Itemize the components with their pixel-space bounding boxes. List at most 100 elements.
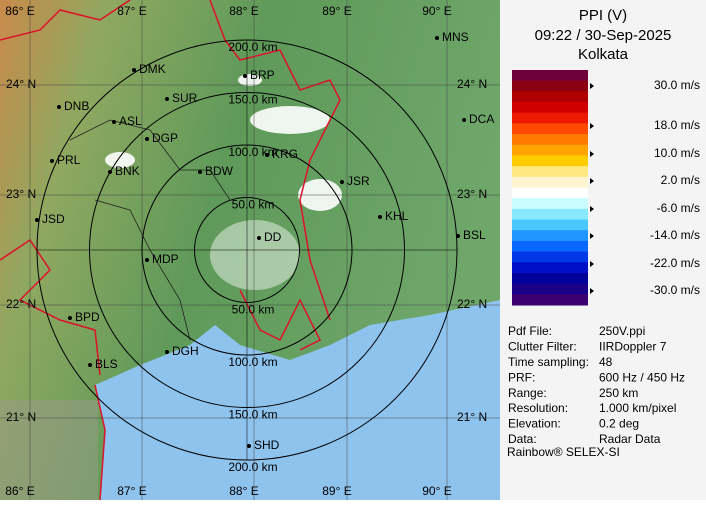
- color-swatch: [512, 166, 588, 178]
- city-label: KRG: [272, 147, 298, 161]
- city-dot: [132, 68, 136, 72]
- range-label: 200.0 km: [228, 40, 277, 54]
- city-label: BDW: [205, 164, 234, 178]
- echo: [250, 106, 330, 134]
- city-label: BPD: [75, 310, 100, 324]
- legend-arrow: [590, 123, 594, 129]
- info-key: Resolution:: [508, 401, 568, 415]
- info-value: Radar Data: [599, 432, 661, 446]
- lat-label: 24° N: [6, 77, 36, 91]
- city-dot: [265, 153, 269, 157]
- color-swatch: [512, 283, 588, 295]
- legend-label: -22.0 m/s: [650, 256, 700, 270]
- legend-label: 2.0 m/s: [661, 173, 700, 187]
- lat-label: 23° N: [6, 187, 36, 201]
- city-label: DCA: [469, 112, 494, 126]
- legend-label: -14.0 m/s: [650, 228, 700, 242]
- lat-label: 23° N: [457, 187, 487, 201]
- lon-label: 86° E: [5, 4, 34, 18]
- city-label: SHD: [254, 438, 280, 452]
- city-dot: [462, 118, 466, 122]
- legend-label: 10.0 m/s: [654, 146, 700, 160]
- city-dot: [247, 444, 251, 448]
- city-label: DMK: [139, 62, 166, 76]
- city-label: JSR: [347, 174, 370, 188]
- city-label: KHL: [385, 209, 409, 223]
- color-swatch: [512, 102, 588, 114]
- city-dot: [145, 137, 149, 141]
- range-label: 150.0 km: [228, 408, 277, 422]
- delta: [239, 289, 322, 351]
- legend-arrow: [590, 151, 594, 157]
- info-key: PRF:: [508, 370, 535, 384]
- boundary: [209, 0, 341, 321]
- city-dot: [35, 218, 39, 222]
- range-label: 200.0 km: [228, 460, 277, 474]
- lon-label: 88° E: [229, 484, 258, 498]
- city-dot: [257, 236, 261, 240]
- lat-label: 24° N: [457, 77, 487, 91]
- lat-label: 21° N: [6, 410, 36, 424]
- lat-label: 21° N: [457, 410, 487, 424]
- city-label: BSL: [463, 228, 486, 242]
- color-swatch: [512, 198, 588, 210]
- city-dot: [165, 350, 169, 354]
- title: PPI (V): [579, 7, 627, 24]
- info-value: IIRDoppler 7: [599, 340, 667, 354]
- color-swatch: [512, 134, 588, 146]
- coast: [94, 384, 106, 501]
- city-label: JSD: [42, 212, 65, 226]
- info-value: 0.2 deg: [599, 417, 639, 431]
- lon-label: 86° E: [5, 484, 34, 498]
- legend-arrow: [590, 233, 594, 239]
- echo: [105, 152, 135, 168]
- city-label: DNB: [64, 99, 89, 113]
- lon-label: 87° E: [117, 484, 146, 498]
- legend-label: -6.0 m/s: [657, 201, 700, 215]
- lat-label: 22° N: [457, 297, 487, 311]
- info-value: 1.000 km/pixel: [599, 401, 676, 415]
- boundary: [0, 0, 131, 41]
- color-swatch: [512, 176, 588, 188]
- range-label: 100.0 km: [228, 145, 277, 159]
- color-swatch: [512, 155, 588, 167]
- info-value: 600 Hz / 450 Hz: [599, 370, 685, 384]
- city-dot: [435, 36, 439, 40]
- info-key: Range:: [508, 386, 547, 400]
- color-swatch: [512, 230, 588, 242]
- city-label: BLS: [95, 357, 118, 371]
- city-dot: [145, 258, 149, 262]
- color-swatch: [512, 262, 588, 274]
- lat-label: 22° N: [6, 297, 36, 311]
- station: Kolkata: [578, 46, 629, 63]
- city-dot: [243, 74, 247, 78]
- color-swatch: [512, 208, 588, 221]
- legend-arrow: [590, 288, 594, 294]
- city-label: MNS: [442, 30, 469, 44]
- city-dot: [88, 363, 92, 367]
- color-swatch: [512, 144, 588, 156]
- lon-label: 90° E: [422, 4, 451, 18]
- city-dot: [198, 170, 202, 174]
- color-swatch: [512, 187, 588, 199]
- footer: Rainbow® SELEX-SI: [507, 445, 620, 459]
- city-dot: [340, 180, 344, 184]
- city-label: PRL: [57, 153, 81, 167]
- city-dot: [68, 316, 72, 320]
- legend-label: 30.0 m/s: [654, 78, 700, 92]
- city-dot: [108, 170, 112, 174]
- range-label: 150.0 km: [228, 93, 277, 107]
- info-key: Pdf File:: [508, 324, 552, 338]
- city-label: BRP: [250, 68, 275, 82]
- district-line: [69, 119, 231, 201]
- lon-label: 88° E: [229, 4, 258, 18]
- lon-label: 90° E: [422, 484, 451, 498]
- color-swatch: [512, 251, 588, 263]
- city-label: MDP: [152, 252, 179, 266]
- city-dot: [57, 105, 61, 109]
- city-dot: [112, 120, 116, 124]
- city-dot: [456, 234, 460, 238]
- city-dot: [165, 97, 169, 101]
- info-key: Elevation:: [508, 417, 561, 431]
- lon-label: 89° E: [322, 484, 351, 498]
